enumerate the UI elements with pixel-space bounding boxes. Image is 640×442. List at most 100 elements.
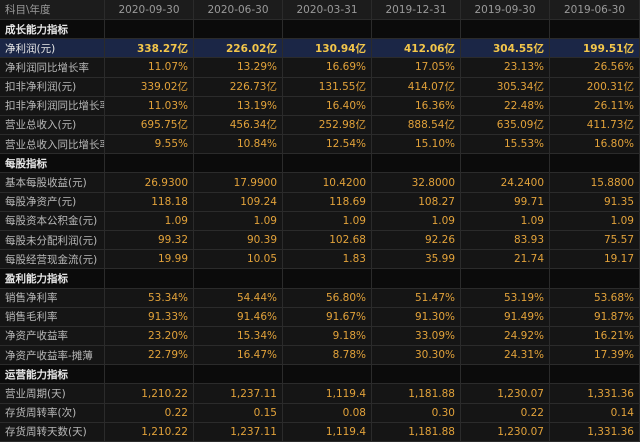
row-label[interactable]: 存货周转率(次) xyxy=(0,403,105,423)
value-cell: 118.18 xyxy=(105,192,194,212)
section-fill xyxy=(105,269,194,289)
value-cell: 1,181.88 xyxy=(372,384,461,404)
value-cell: 1,119.4 xyxy=(283,384,372,404)
row-label[interactable]: 净利润同比增长率 xyxy=(0,58,105,78)
row-label[interactable]: 净利润(元) xyxy=(0,39,105,59)
value-cell: 339.02亿 xyxy=(105,77,194,97)
value-cell: 9.18% xyxy=(283,326,372,347)
value-cell: 17.39% xyxy=(550,346,640,366)
section-title: 盈利能力指标 xyxy=(0,269,105,289)
value-cell: 13.19% xyxy=(194,96,283,116)
section-fill xyxy=(194,20,283,40)
value-cell: 15.8800 xyxy=(550,173,640,193)
value-cell: 16.36% xyxy=(372,96,461,116)
row-label[interactable]: 营业总收入同比增长率 xyxy=(0,135,105,155)
value-cell: 32.8000 xyxy=(372,173,461,193)
value-cell: 108.27 xyxy=(372,192,461,212)
row-label[interactable]: 销售净利率 xyxy=(0,288,105,308)
row-label[interactable]: 每股未分配利润(元) xyxy=(0,231,105,251)
row-label[interactable]: 净资产收益率-摊薄 xyxy=(0,346,105,366)
column-header[interactable]: 2020-03-31 xyxy=(283,0,372,20)
section-fill xyxy=(105,365,194,385)
section-fill xyxy=(461,269,550,289)
value-cell: 10.4200 xyxy=(283,173,372,193)
value-cell: 26.9300 xyxy=(105,173,194,193)
value-cell: 10.84% xyxy=(194,135,283,155)
row-label[interactable]: 存货周转天数(天) xyxy=(0,422,105,442)
column-header[interactable]: 2019-06-30 xyxy=(550,0,640,20)
value-cell: 888.54亿 xyxy=(372,115,461,136)
value-cell: 109.24 xyxy=(194,192,283,212)
value-cell: 12.54% xyxy=(283,135,372,155)
row-label[interactable]: 每股经营现金流(元) xyxy=(0,250,105,270)
row-label[interactable]: 销售毛利率 xyxy=(0,307,105,327)
value-cell: 1,237.11 xyxy=(194,384,283,404)
value-cell: 1,237.11 xyxy=(194,422,283,442)
value-cell: 1,230.07 xyxy=(461,422,550,442)
column-header[interactable]: 2020-06-30 xyxy=(194,0,283,20)
value-cell: 23.13% xyxy=(461,58,550,78)
value-cell: 1.09 xyxy=(461,211,550,231)
value-cell: 22.48% xyxy=(461,96,550,116)
value-cell: 16.69% xyxy=(283,58,372,78)
value-cell: 0.08 xyxy=(283,403,372,423)
value-cell: 11.03% xyxy=(105,96,194,116)
value-cell: 54.44% xyxy=(194,288,283,308)
section-fill xyxy=(105,20,194,40)
value-cell: 130.94亿 xyxy=(283,39,372,59)
column-header[interactable]: 2020-09-30 xyxy=(105,0,194,20)
value-cell: 17.9900 xyxy=(194,173,283,193)
row-label[interactable]: 扣非净利润同比增长率 xyxy=(0,96,105,116)
value-cell: 9.55% xyxy=(105,135,194,155)
value-cell: 1.09 xyxy=(194,211,283,231)
section-fill xyxy=(194,269,283,289)
value-cell: 1,331.36 xyxy=(550,422,640,442)
value-cell: 91.30% xyxy=(372,307,461,327)
section-fill xyxy=(194,154,283,174)
value-cell: 8.78% xyxy=(283,346,372,366)
section-title: 运营能力指标 xyxy=(0,365,105,385)
section-fill xyxy=(372,365,461,385)
value-cell: 22.79% xyxy=(105,346,194,366)
value-cell: 1.83 xyxy=(283,250,372,270)
row-label[interactable]: 营业总收入(元) xyxy=(0,115,105,136)
value-cell: 1,119.4 xyxy=(283,422,372,442)
row-label[interactable]: 基本每股收益(元) xyxy=(0,173,105,193)
value-cell: 53.34% xyxy=(105,288,194,308)
column-header: 科目\年度 xyxy=(0,0,105,20)
value-cell: 13.29% xyxy=(194,58,283,78)
row-label[interactable]: 扣非净利润(元) xyxy=(0,77,105,97)
section-fill xyxy=(283,365,372,385)
column-header[interactable]: 2019-12-31 xyxy=(372,0,461,20)
value-cell: 252.98亿 xyxy=(283,115,372,136)
row-label[interactable]: 每股净资产(元) xyxy=(0,192,105,212)
row-label[interactable]: 营业周期(天) xyxy=(0,384,105,404)
value-cell: 91.67% xyxy=(283,307,372,327)
section-fill xyxy=(550,20,640,40)
value-cell: 16.47% xyxy=(194,346,283,366)
value-cell: 1,210.22 xyxy=(105,384,194,404)
value-cell: 24.31% xyxy=(461,346,550,366)
row-label[interactable]: 净资产收益率 xyxy=(0,326,105,347)
section-title: 成长能力指标 xyxy=(0,20,105,40)
value-cell: 338.27亿 xyxy=(105,39,194,59)
value-cell: 26.11% xyxy=(550,96,640,116)
value-cell: 1,230.07 xyxy=(461,384,550,404)
value-cell: 35.99 xyxy=(372,250,461,270)
column-header[interactable]: 2019-09-30 xyxy=(461,0,550,20)
value-cell: 75.57 xyxy=(550,231,640,251)
value-cell: 305.34亿 xyxy=(461,77,550,97)
value-cell: 226.73亿 xyxy=(194,77,283,97)
row-label[interactable]: 每股资本公积金(元) xyxy=(0,211,105,231)
value-cell: 0.15 xyxy=(194,403,283,423)
value-cell: 90.39 xyxy=(194,231,283,251)
value-cell: 412.06亿 xyxy=(372,39,461,59)
value-cell: 411.73亿 xyxy=(550,115,640,136)
value-cell: 30.30% xyxy=(372,346,461,366)
section-fill xyxy=(461,154,550,174)
section-fill xyxy=(283,20,372,40)
value-cell: 91.87% xyxy=(550,307,640,327)
value-cell: 53.68% xyxy=(550,288,640,308)
